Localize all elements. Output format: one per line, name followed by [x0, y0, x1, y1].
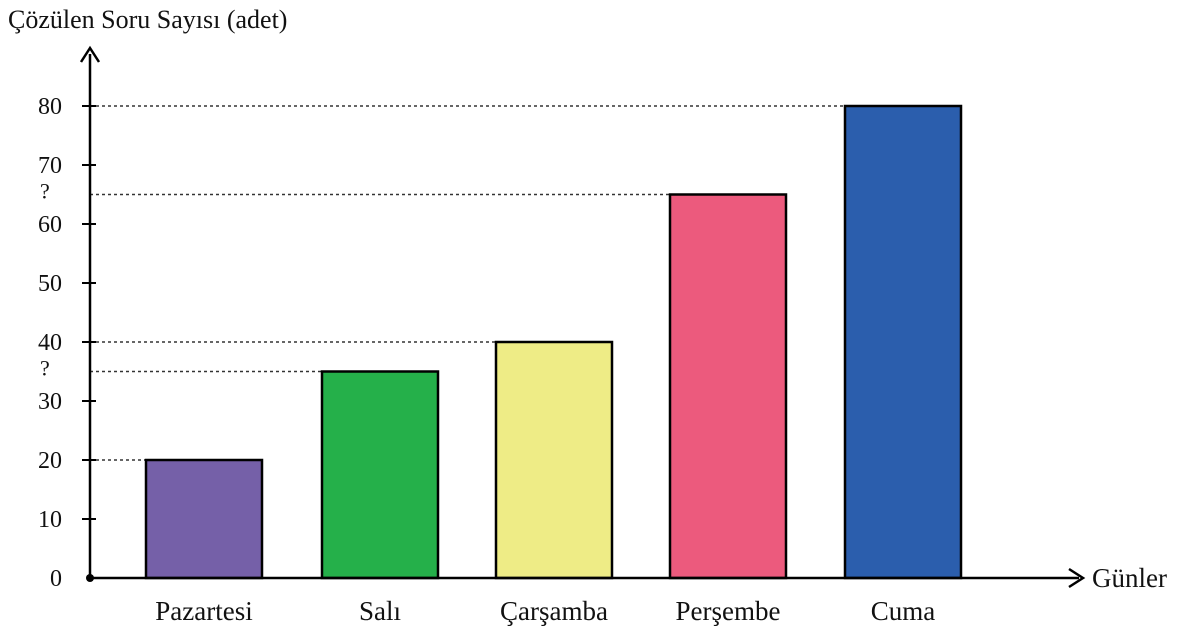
bar-sali: [320, 370, 440, 580]
y-tick-label-30: 30: [38, 389, 62, 415]
bar-cuma: [843, 104, 963, 580]
x-axis-title: Günler: [1092, 563, 1167, 593]
category-label-5: Cuma: [871, 596, 936, 626]
y-tick-label-80: 80: [38, 94, 62, 120]
y-tick-label-50: 50: [38, 271, 62, 297]
y-tick-label-40: 40: [38, 330, 62, 356]
y-tick-label-70: 70: [38, 153, 62, 179]
y-axis-arrow: [79, 45, 101, 63]
bar-pazartesi: [144, 458, 264, 580]
y-tick-label-0: 0: [50, 566, 62, 592]
bar-carsamba: [494, 340, 614, 580]
y-tick-label-60: 60: [38, 212, 62, 238]
unknown-value-label-2: ?: [40, 356, 50, 381]
y-tick-label-10: 10: [38, 507, 62, 533]
y-tick-label-20: 20: [38, 448, 62, 474]
axes: [79, 45, 1086, 589]
bar-persembe: [668, 193, 788, 580]
category-label-2: Salı: [359, 596, 401, 626]
bars: [144, 104, 963, 580]
unknown-value-label-4: ?: [40, 179, 50, 204]
category-label-1: Pazartesi: [155, 596, 252, 626]
y-axis-title: Çözülen Soru Sayısı (adet): [8, 5, 287, 34]
origin-dot: [86, 574, 94, 582]
x-category-labels: Pazartesi Salı Çarşamba Perşembe Cuma: [155, 596, 935, 626]
category-label-4: Perşembe: [676, 596, 781, 626]
x-axis-arrow: [1068, 567, 1086, 589]
y-ticks: 0 10 20 30 40 50 60 70 80??: [38, 94, 96, 592]
guide-lines: [90, 105, 845, 461]
category-label-3: Çarşamba: [500, 596, 608, 626]
